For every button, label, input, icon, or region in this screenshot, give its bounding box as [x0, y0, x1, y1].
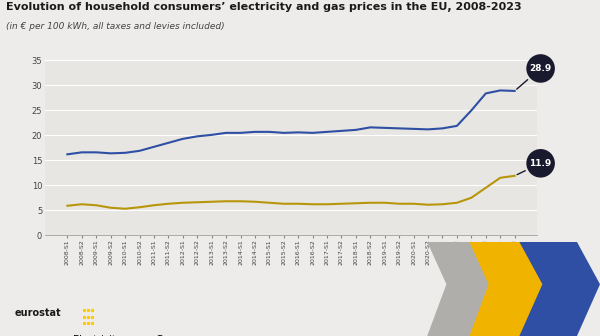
Text: (in € per 100 kWh, all taxes and levies included): (in € per 100 kWh, all taxes and levies … — [6, 22, 224, 31]
Legend: Electricity, Gas: Electricity, Gas — [45, 331, 178, 336]
Text: 11.9: 11.9 — [517, 159, 552, 175]
Text: Evolution of household consumers’ electricity and gas prices in the EU, 2008-202: Evolution of household consumers’ electr… — [6, 2, 521, 12]
Polygon shape — [427, 242, 508, 336]
Polygon shape — [469, 242, 546, 336]
Text: 28.9: 28.9 — [517, 64, 552, 89]
Text: eurostat: eurostat — [15, 307, 62, 318]
Polygon shape — [520, 242, 600, 336]
